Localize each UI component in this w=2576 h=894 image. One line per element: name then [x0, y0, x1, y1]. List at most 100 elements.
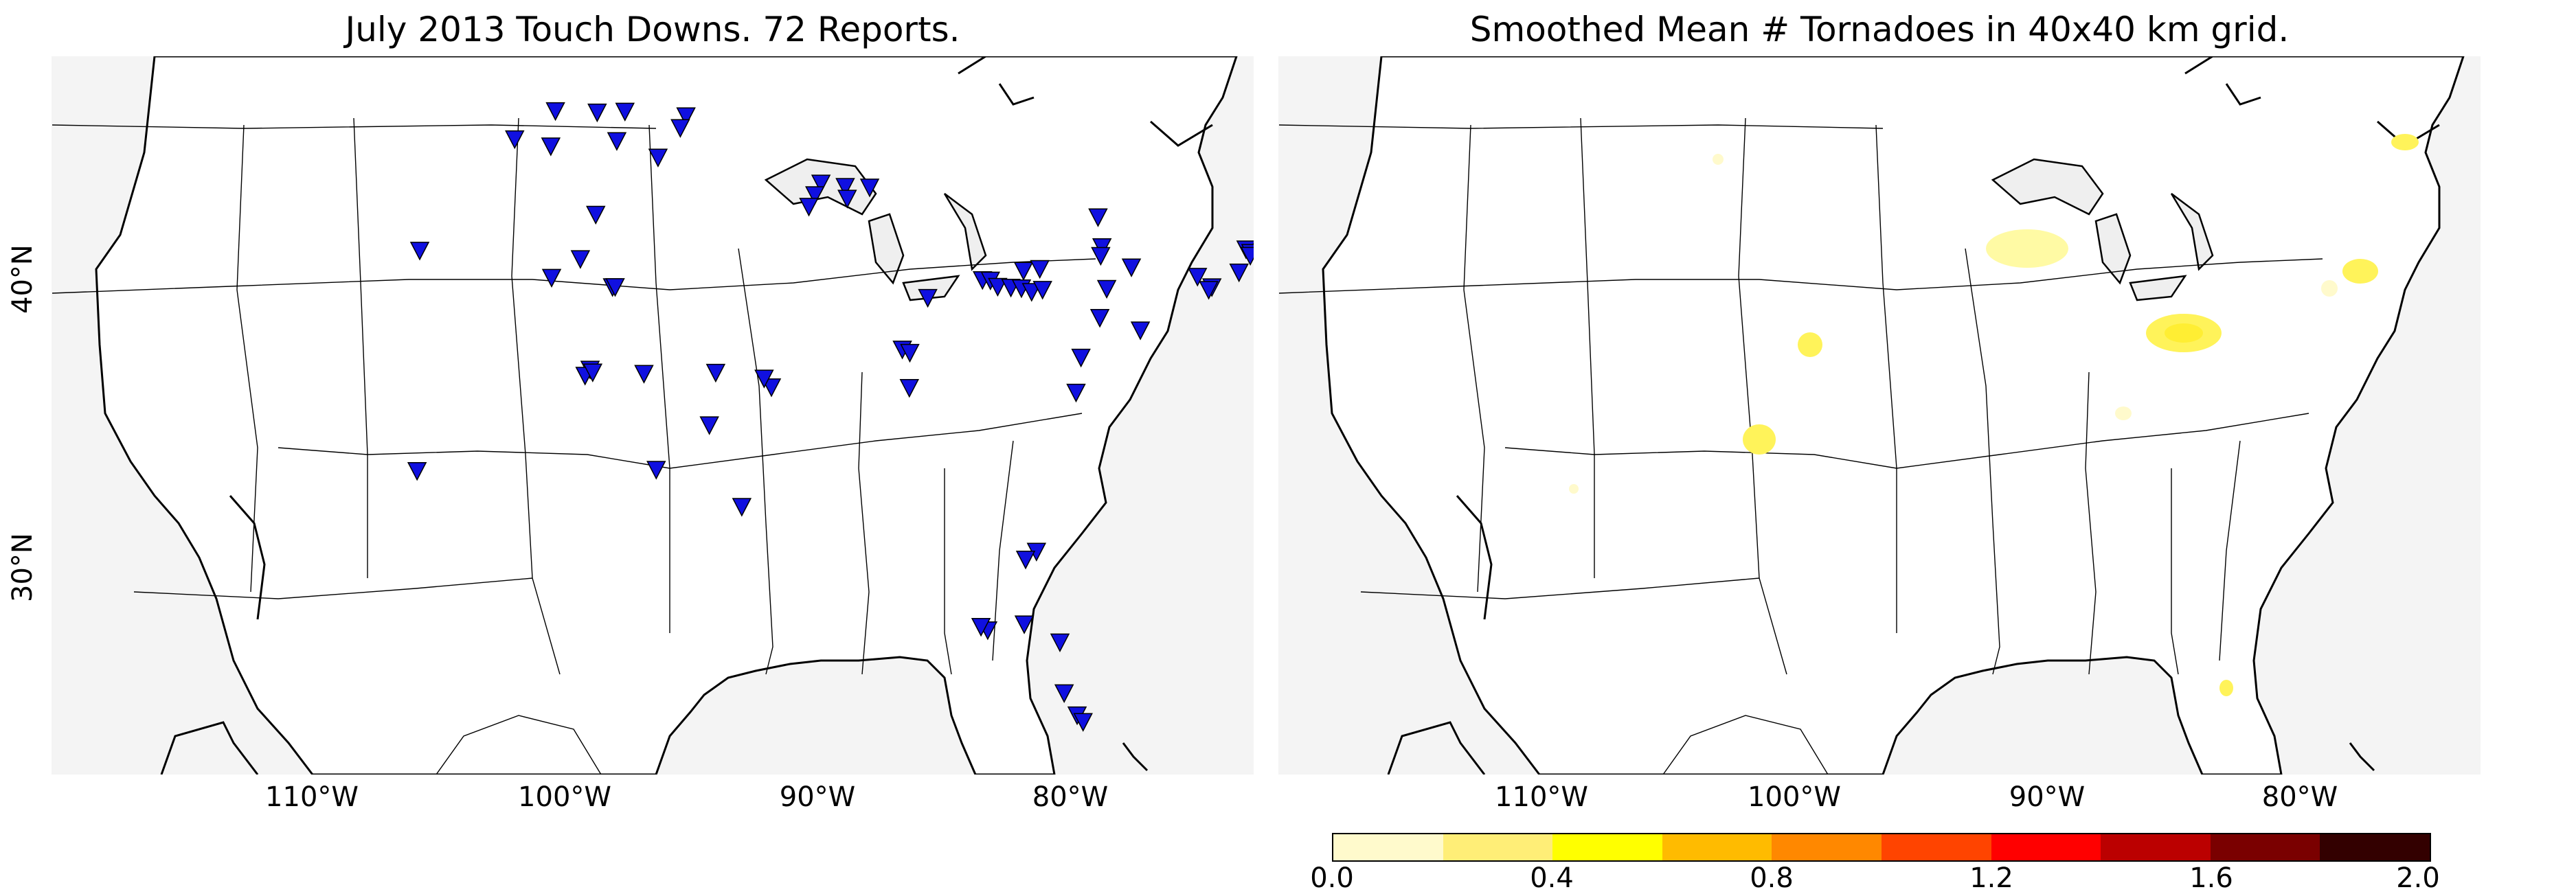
tornado-report-marker	[799, 198, 819, 217]
tornado-report-marker	[407, 461, 427, 481]
tornado-report-marker	[918, 288, 938, 308]
x-tick-label: 80°W	[1032, 781, 1109, 813]
colorbar-segment	[1772, 834, 1882, 860]
colorbar-tick: 0.8	[1750, 862, 1794, 894]
density-blob	[1986, 229, 2068, 268]
tornado-report-marker	[1187, 268, 1208, 287]
report-markers	[407, 102, 1254, 732]
x-tick-label: 90°W	[2009, 781, 2086, 813]
tornado-report-marker	[1229, 263, 1249, 283]
tornado-report-marker	[1073, 713, 1093, 732]
tornado-report-marker	[1021, 283, 1042, 302]
tornado-report-marker	[634, 365, 654, 384]
x-tick-label: 90°W	[779, 781, 856, 813]
basemap	[52, 56, 1254, 775]
tornado-report-marker	[1014, 615, 1035, 634]
tornado-report-marker	[648, 148, 668, 168]
colorbar-segment	[1662, 834, 1772, 860]
tornado-report-marker	[900, 343, 920, 363]
left-map-title: July 2013 Touch Downs. 72 Reports.	[345, 10, 960, 49]
touchdown-map-svg	[52, 56, 1254, 775]
density-blob	[2115, 406, 2132, 420]
tornado-report-marker	[1088, 208, 1108, 227]
tornado-report-marker	[754, 369, 774, 389]
tornado-report-marker	[1032, 281, 1052, 300]
smoothed-tornado-map	[1278, 56, 2481, 775]
tornado-report-marker	[607, 132, 627, 151]
tornado-report-marker	[541, 268, 562, 288]
tornado-report-marker	[1240, 247, 1254, 266]
colorbar-tick: 0.0	[1310, 862, 1354, 894]
density-blob	[1743, 424, 1776, 455]
tornado-report-marker	[1030, 260, 1050, 279]
colorbar	[1332, 833, 2431, 862]
tornado-report-marker	[676, 107, 696, 126]
colorbar-tick: 2.0	[2396, 862, 2440, 894]
colorbar-segment	[1991, 834, 2101, 860]
x-tick-label: 100°W	[518, 781, 611, 813]
x-tick-label: 110°W	[1495, 781, 1588, 813]
tornado-report-marker	[1071, 348, 1091, 368]
density-blob	[1798, 332, 1822, 357]
density-blob	[1713, 154, 1724, 165]
tornado-report-marker	[971, 617, 991, 637]
x-tick-label: 110°W	[265, 781, 359, 813]
right-map-title: Smoothed Mean # Tornadoes in 40x40 km gr…	[1469, 10, 2290, 49]
density-blob	[2321, 280, 2338, 297]
colorbar-segment	[1443, 834, 1553, 860]
tornado-report-marker	[1054, 684, 1074, 704]
tornado-report-marker	[811, 174, 831, 194]
tornado-report-marker	[837, 190, 857, 209]
colorbar-tick: 1.2	[1969, 862, 2013, 894]
tornado-report-marker	[570, 250, 591, 269]
tornado-report-marker	[805, 186, 825, 205]
tornado-report-marker	[646, 461, 666, 480]
density-blob	[2219, 680, 2233, 696]
smoothed-density-field	[1569, 134, 2419, 696]
tornado-report-marker	[859, 179, 880, 198]
colorbar-segment	[1881, 834, 1991, 860]
colorbar-segment	[2320, 834, 2430, 860]
tornado-report-marker	[899, 378, 920, 398]
tornado-report-marker	[605, 278, 625, 297]
tornado-report-marker	[586, 205, 606, 225]
tornado-report-marker	[587, 103, 607, 123]
colorbar-tick: 0.4	[1530, 862, 1574, 894]
tornado-report-marker	[670, 119, 690, 138]
colorbar-segment	[1552, 834, 1662, 860]
tornado-report-marker	[1089, 308, 1110, 328]
tornado-report-marker	[699, 416, 719, 435]
y-tick-label: 30°N	[7, 533, 38, 602]
tornado-report-marker	[615, 102, 635, 122]
colorbar-tick: 1.6	[2189, 862, 2233, 894]
x-tick-label: 100°W	[1748, 781, 1841, 813]
tornado-report-marker	[1050, 633, 1070, 653]
tornado-report-marker	[1091, 247, 1111, 266]
tornado-report-marker	[835, 178, 855, 197]
tornado-report-marker	[541, 137, 561, 157]
colorbar-segment	[1333, 834, 1443, 860]
tornado-report-marker	[1121, 258, 1142, 277]
tornado-report-marker	[705, 363, 726, 383]
tornado-report-marker	[1015, 551, 1036, 570]
touchdown-map	[52, 56, 1254, 775]
tornado-report-marker	[409, 242, 430, 261]
tornado-report-marker	[545, 102, 565, 122]
colorbar-segment	[2210, 834, 2320, 860]
density-blob	[2342, 259, 2378, 284]
basemap	[1278, 56, 2481, 775]
tornado-report-marker	[1096, 279, 1117, 299]
density-blob	[2165, 323, 2203, 343]
tornado-report-marker	[988, 277, 1008, 297]
smoothed-tornado-map-svg	[1278, 56, 2481, 775]
density-blob	[2391, 134, 2419, 150]
tornado-report-marker	[732, 498, 752, 517]
tornado-report-marker	[1199, 281, 1219, 300]
y-tick-label: 40°N	[7, 244, 38, 314]
density-blob	[1569, 484, 1579, 494]
x-tick-label: 80°W	[2261, 781, 2338, 813]
tornado-report-marker	[1013, 262, 1034, 281]
tornado-report-marker	[1066, 383, 1086, 403]
tornado-report-marker	[761, 378, 782, 398]
tornado-report-marker	[505, 130, 525, 150]
